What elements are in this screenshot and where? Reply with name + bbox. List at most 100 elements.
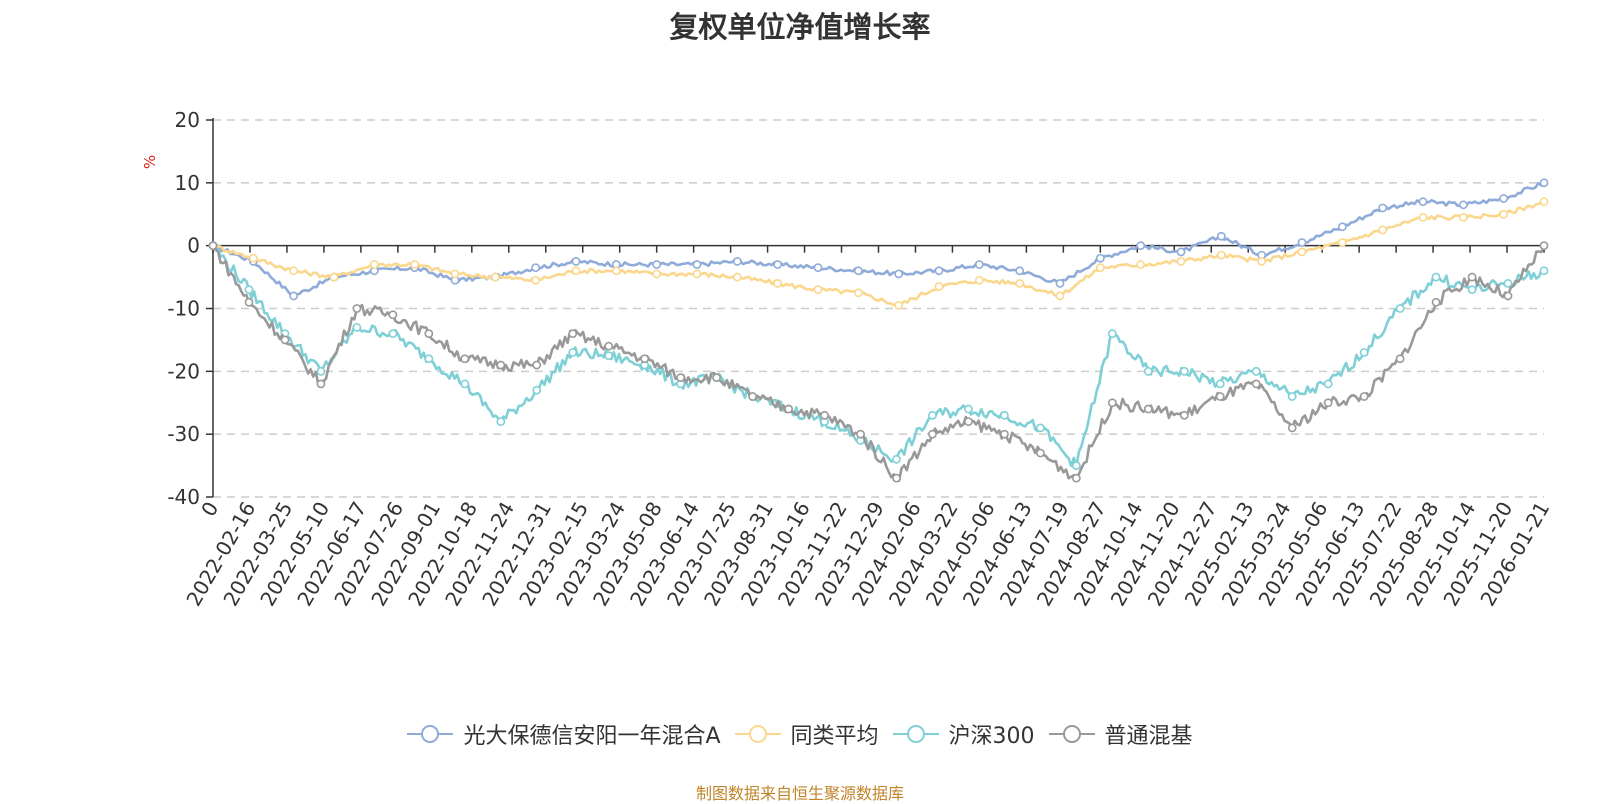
legend-label: 普通混基	[1104, 724, 1193, 749]
y-tick-label: -20	[167, 359, 200, 383]
legend-item[interactable]: 沪深300	[892, 718, 1035, 750]
series-marker	[460, 354, 470, 364]
source-note: 制图数据来自恒生聚源数据库	[695, 784, 904, 803]
series-marker	[813, 263, 823, 273]
series-marker	[1107, 329, 1117, 339]
x-tick-label: 0	[196, 498, 223, 521]
series-marker	[1071, 473, 1081, 483]
series-marker	[732, 272, 742, 282]
series-marker	[460, 379, 470, 389]
series-marker	[1503, 291, 1513, 301]
series-marker	[784, 404, 793, 414]
series-marker	[1055, 291, 1065, 301]
series-marker	[388, 310, 398, 320]
series-marker	[611, 266, 621, 276]
series-marker	[853, 266, 863, 276]
series-marker	[1458, 212, 1468, 222]
series-marker	[748, 392, 757, 401]
series-marker	[352, 322, 362, 332]
series-marker	[604, 341, 614, 351]
series-marker	[928, 429, 937, 439]
series-marker	[692, 260, 702, 269]
series-marker	[1418, 212, 1428, 222]
series-marker	[1176, 247, 1186, 257]
series-marker	[496, 417, 506, 426]
legend-label: 光大保德信安阳一年混合A	[463, 724, 721, 749]
legend-label: 沪深300	[948, 724, 1035, 749]
series-marker	[531, 275, 541, 285]
series-marker	[1297, 238, 1307, 247]
series-marker	[1467, 272, 1477, 282]
series-marker	[1257, 256, 1267, 266]
legend: 光大保德信安阳一年混合A 同类平均 沪深300 普通混基	[0, 718, 1600, 750]
series-marker	[692, 269, 702, 279]
series-marker	[1378, 225, 1388, 235]
series-marker	[329, 272, 339, 282]
series-marker	[1035, 448, 1045, 458]
y-tick-label: 10	[175, 171, 200, 195]
series-marker	[424, 354, 434, 364]
series-marker	[1251, 366, 1261, 376]
series-marker	[568, 329, 578, 339]
series-marker	[208, 241, 218, 251]
series-marker	[1337, 238, 1347, 247]
series-marker	[892, 454, 901, 464]
series-marker	[732, 256, 742, 266]
series-marker	[1000, 429, 1009, 439]
y-tick-labels: -40 -30 -20 -10 0 10 20	[167, 108, 200, 509]
series-marker	[1000, 410, 1009, 420]
series-marker	[369, 260, 379, 269]
series-marker	[1215, 379, 1225, 389]
series-marker	[894, 300, 904, 310]
series-marker	[1323, 379, 1333, 389]
legend-item[interactable]: 光大保德信安阳一年混合A	[407, 718, 721, 750]
series-marker	[1359, 348, 1369, 357]
series-marker	[1323, 398, 1333, 408]
series-marker	[1035, 423, 1045, 433]
series-marker	[1431, 297, 1441, 307]
series-marker	[571, 256, 581, 266]
series-marker	[1251, 379, 1261, 389]
series-marker	[1539, 241, 1549, 251]
series-marker	[1179, 410, 1189, 420]
series-line-3	[212, 244, 1546, 482]
series-marker	[1539, 178, 1549, 188]
series-marker	[244, 285, 254, 295]
series-marker	[496, 360, 506, 370]
series-line-1	[212, 200, 1545, 307]
series-marker	[1359, 392, 1369, 401]
series-marker	[1143, 404, 1153, 414]
series-marker	[1297, 247, 1307, 257]
grid-lines	[213, 119, 1544, 498]
y-tick-label: -40	[167, 485, 200, 509]
series-marker	[1136, 260, 1146, 269]
series-marker	[1378, 203, 1388, 213]
series-marker	[813, 285, 823, 295]
series-marker	[1071, 461, 1081, 470]
axes	[206, 118, 1545, 498]
series-marker	[410, 260, 420, 269]
series-marker	[773, 278, 783, 288]
legend-item[interactable]: 普通混基	[1048, 718, 1193, 750]
series-marker	[934, 266, 944, 276]
series-marker	[773, 260, 783, 269]
series-marker	[352, 304, 362, 313]
series-marker	[1503, 278, 1513, 288]
series-marker	[892, 473, 901, 483]
series-marker	[1176, 256, 1186, 266]
series-marker	[1143, 366, 1153, 376]
series-marker	[964, 404, 973, 414]
y-axis-label: %	[141, 155, 159, 169]
series-marker	[1467, 285, 1477, 295]
series-marker	[289, 291, 299, 301]
series-marker	[604, 351, 614, 361]
series-marker	[974, 275, 984, 285]
series-marker	[490, 272, 500, 282]
legend-line-icon	[892, 725, 939, 743]
legend-item[interactable]: 同类平均	[734, 718, 879, 750]
series-marker	[1136, 241, 1146, 251]
series-marker	[450, 269, 460, 279]
series-marker	[532, 360, 542, 370]
series-marker	[1395, 354, 1405, 364]
series-marker	[568, 348, 578, 357]
